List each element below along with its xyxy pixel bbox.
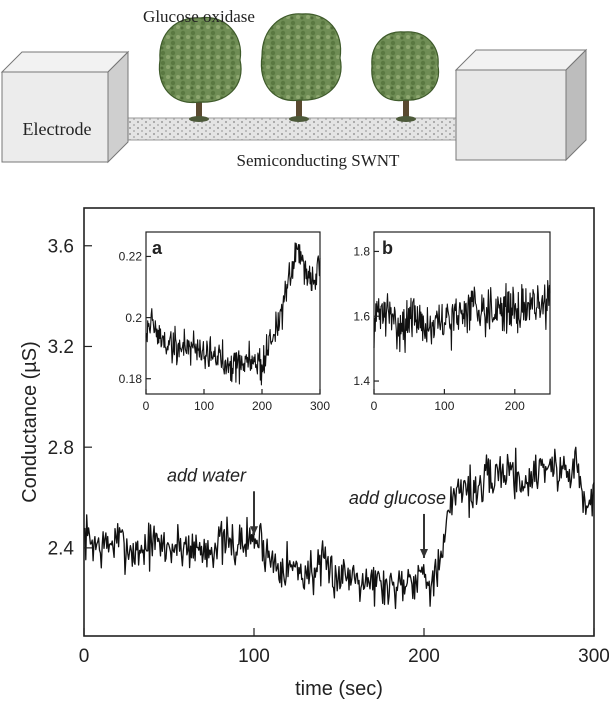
y-tick-label: 3.6 <box>48 236 74 257</box>
y-tick-label: 1.4 <box>353 374 370 388</box>
annotation-label: add water <box>167 465 247 485</box>
y-tick-label: 0.2 <box>125 311 142 325</box>
inset-b: 0 100 200 1.4 1.6 1.8 b <box>353 231 551 413</box>
x-tick-label: 200 <box>505 399 525 413</box>
left-electrode <box>0 50 130 164</box>
y-tick-label: 2.8 <box>48 438 74 459</box>
y-tick-label: 2.4 <box>48 539 75 560</box>
x-tick-label: 300 <box>578 646 609 667</box>
annotation-label: add glucose <box>349 488 446 508</box>
x-tick-label: 200 <box>408 646 440 667</box>
arrow-head <box>420 548 428 558</box>
x-tick-label: 200 <box>252 399 272 413</box>
x-tick-label: 0 <box>371 399 378 413</box>
device-schematic: Glucose oxidase Electrode Semiconducting… <box>0 7 588 170</box>
electrode-label: Electrode <box>23 119 92 139</box>
x-tick-label: 300 <box>310 399 330 413</box>
y-tick-label: 3.2 <box>48 337 74 358</box>
arrow-head <box>250 526 258 536</box>
x-tick-label: 100 <box>238 646 270 667</box>
x-tick-label: 0 <box>79 646 90 667</box>
enzyme-molecule <box>158 16 242 122</box>
main-chart: 0 100 200 300 2.4 2.8 3.2 3.6 add water add gluc… <box>19 207 609 700</box>
enzyme-label: Glucose oxidase <box>143 7 255 26</box>
x-axis-label: time (sec) <box>295 678 383 700</box>
main-plot-frame <box>83 207 595 637</box>
x-tick-label: 100 <box>434 399 454 413</box>
inset-b-series-line <box>373 279 551 354</box>
y-tick-label: 1.8 <box>353 245 370 259</box>
inset-a: 0 100 200 300 0.18 0.2 0.22 a <box>119 231 330 413</box>
main-series-line <box>83 446 595 610</box>
y-tick-label: 1.6 <box>353 309 370 323</box>
x-tick-label: 0 <box>143 399 150 413</box>
inset-b-label: b <box>382 238 393 258</box>
right-electrode <box>454 48 588 162</box>
enzyme-molecule <box>371 31 440 122</box>
y-tick-label: 0.22 <box>119 250 143 264</box>
inset-a-label: a <box>152 238 163 258</box>
enzyme-molecule <box>260 13 342 122</box>
inset-a-series-line <box>145 242 321 386</box>
y-axis-label: Conductance (µS) <box>19 341 41 503</box>
x-tick-label: 100 <box>194 399 214 413</box>
y-tick-label: 0.18 <box>119 372 143 386</box>
tube-label: Semiconducting SWNT <box>237 151 401 170</box>
